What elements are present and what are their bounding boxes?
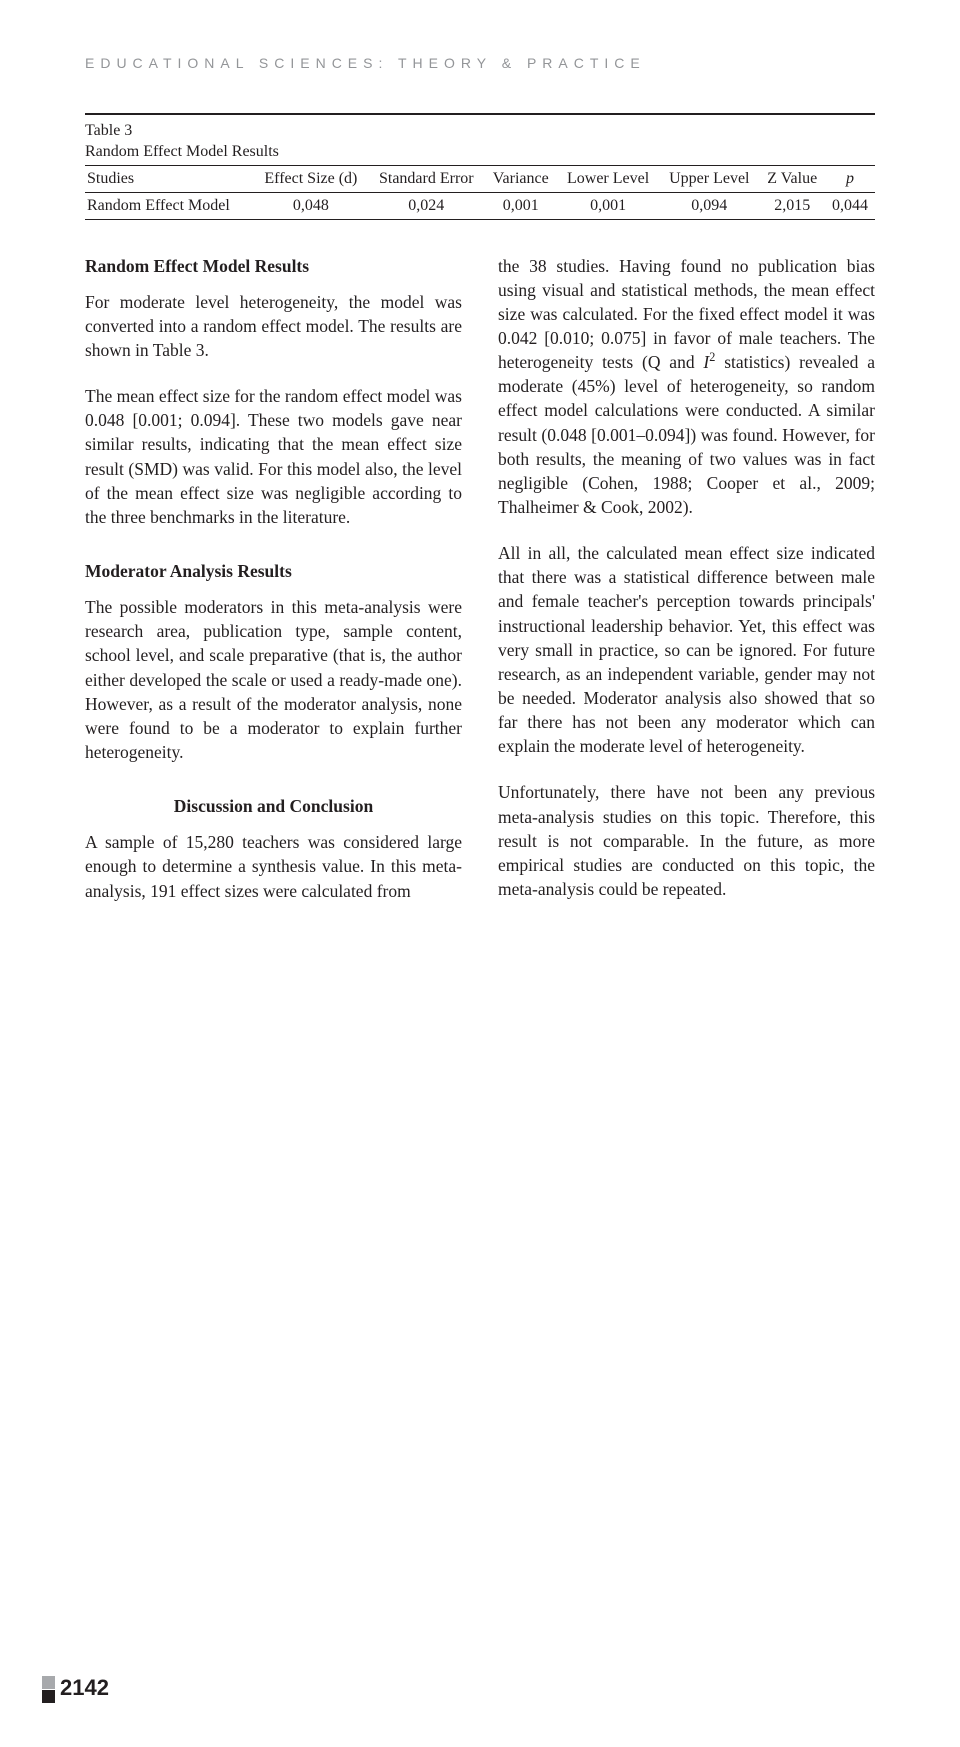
col-studies: Studies xyxy=(85,165,254,192)
table-title: Random Effect Model Results xyxy=(85,143,279,160)
text-run: statistics) revealed a moderate (45%) le… xyxy=(498,352,875,517)
two-column-body: Random Effect Model Results For moderate… xyxy=(85,254,875,925)
paragraph: the 38 studies. Having found no publicat… xyxy=(498,254,875,520)
col-upper: Upper Level xyxy=(659,165,759,192)
heading-discussion: Discussion and Conclusion xyxy=(85,794,462,818)
heading-moderator: Moderator Analysis Results xyxy=(85,559,462,583)
paragraph: A sample of 15,280 teachers was consider… xyxy=(85,830,462,902)
right-column: the 38 studies. Having found no publicat… xyxy=(498,254,875,925)
cell-lower: 0,001 xyxy=(557,192,659,219)
col-p: p xyxy=(825,165,875,192)
col-variance: Variance xyxy=(484,165,557,192)
cell-p: 0,044 xyxy=(825,192,875,219)
col-lower: Lower Level xyxy=(557,165,659,192)
paragraph: The possible moderators in this meta-ana… xyxy=(85,595,462,764)
table-3: Table 3 Random Effect Model Results Stud… xyxy=(85,113,875,220)
results-table: Studies Effect Size (d) Standard Error V… xyxy=(85,165,875,219)
table-header-row: Studies Effect Size (d) Standard Error V… xyxy=(85,165,875,192)
page-number: 2142 xyxy=(60,1675,109,1701)
cell-se: 0,024 xyxy=(368,192,484,219)
cell-z: 2,015 xyxy=(759,192,825,219)
paragraph: Unfortunately, there have not been any p… xyxy=(498,780,875,901)
page-ornament-icon xyxy=(42,1676,55,1703)
heading-random-effect: Random Effect Model Results xyxy=(85,254,462,278)
paragraph: For moderate level heterogeneity, the mo… xyxy=(85,290,462,362)
paragraph: The mean effect size for the random effe… xyxy=(85,384,462,529)
col-effect-size: Effect Size (d) xyxy=(254,165,368,192)
col-std-error: Standard Error xyxy=(368,165,484,192)
table-row: Random Effect Model 0,048 0,024 0,001 0,… xyxy=(85,192,875,219)
cell-label: Random Effect Model xyxy=(85,192,254,219)
table-caption: Table 3 Random Effect Model Results xyxy=(85,115,875,165)
paragraph: All in all, the calculated mean effect s… xyxy=(498,541,875,758)
cell-d: 0,048 xyxy=(254,192,368,219)
cell-upper: 0,094 xyxy=(659,192,759,219)
table-label: Table 3 xyxy=(85,122,132,139)
cell-var: 0,001 xyxy=(484,192,557,219)
running-head: EDUCATIONAL SCIENCES: THEORY & PRACTICE xyxy=(85,55,875,71)
col-z: Z Value xyxy=(759,165,825,192)
left-column: Random Effect Model Results For moderate… xyxy=(85,254,462,925)
